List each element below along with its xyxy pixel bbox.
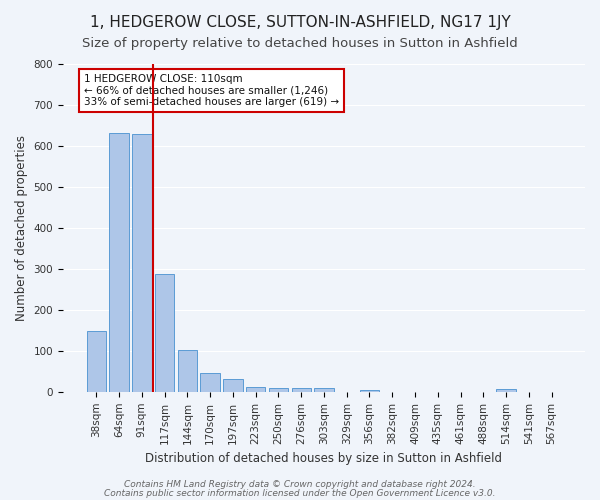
Bar xyxy=(86,331,106,392)
Bar xyxy=(200,374,220,392)
Text: Contains public sector information licensed under the Open Government Licence v3: Contains public sector information licen… xyxy=(104,488,496,498)
Y-axis label: Number of detached properties: Number of detached properties xyxy=(15,135,28,321)
Bar xyxy=(269,388,288,392)
Bar xyxy=(132,134,152,392)
Bar xyxy=(178,350,197,392)
Text: 1 HEDGEROW CLOSE: 110sqm
← 66% of detached houses are smaller (1,246)
33% of sem: 1 HEDGEROW CLOSE: 110sqm ← 66% of detach… xyxy=(84,74,339,107)
Bar xyxy=(496,388,516,392)
Bar xyxy=(223,379,242,392)
Bar xyxy=(109,133,129,392)
X-axis label: Distribution of detached houses by size in Sutton in Ashfield: Distribution of detached houses by size … xyxy=(145,452,502,465)
Text: Contains HM Land Registry data © Crown copyright and database right 2024.: Contains HM Land Registry data © Crown c… xyxy=(124,480,476,489)
Bar xyxy=(292,388,311,392)
Bar xyxy=(314,388,334,392)
Bar xyxy=(246,387,265,392)
Text: Size of property relative to detached houses in Sutton in Ashfield: Size of property relative to detached ho… xyxy=(82,38,518,51)
Text: 1, HEDGEROW CLOSE, SUTTON-IN-ASHFIELD, NG17 1JY: 1, HEDGEROW CLOSE, SUTTON-IN-ASHFIELD, N… xyxy=(89,15,511,30)
Bar xyxy=(360,390,379,392)
Bar xyxy=(155,274,174,392)
